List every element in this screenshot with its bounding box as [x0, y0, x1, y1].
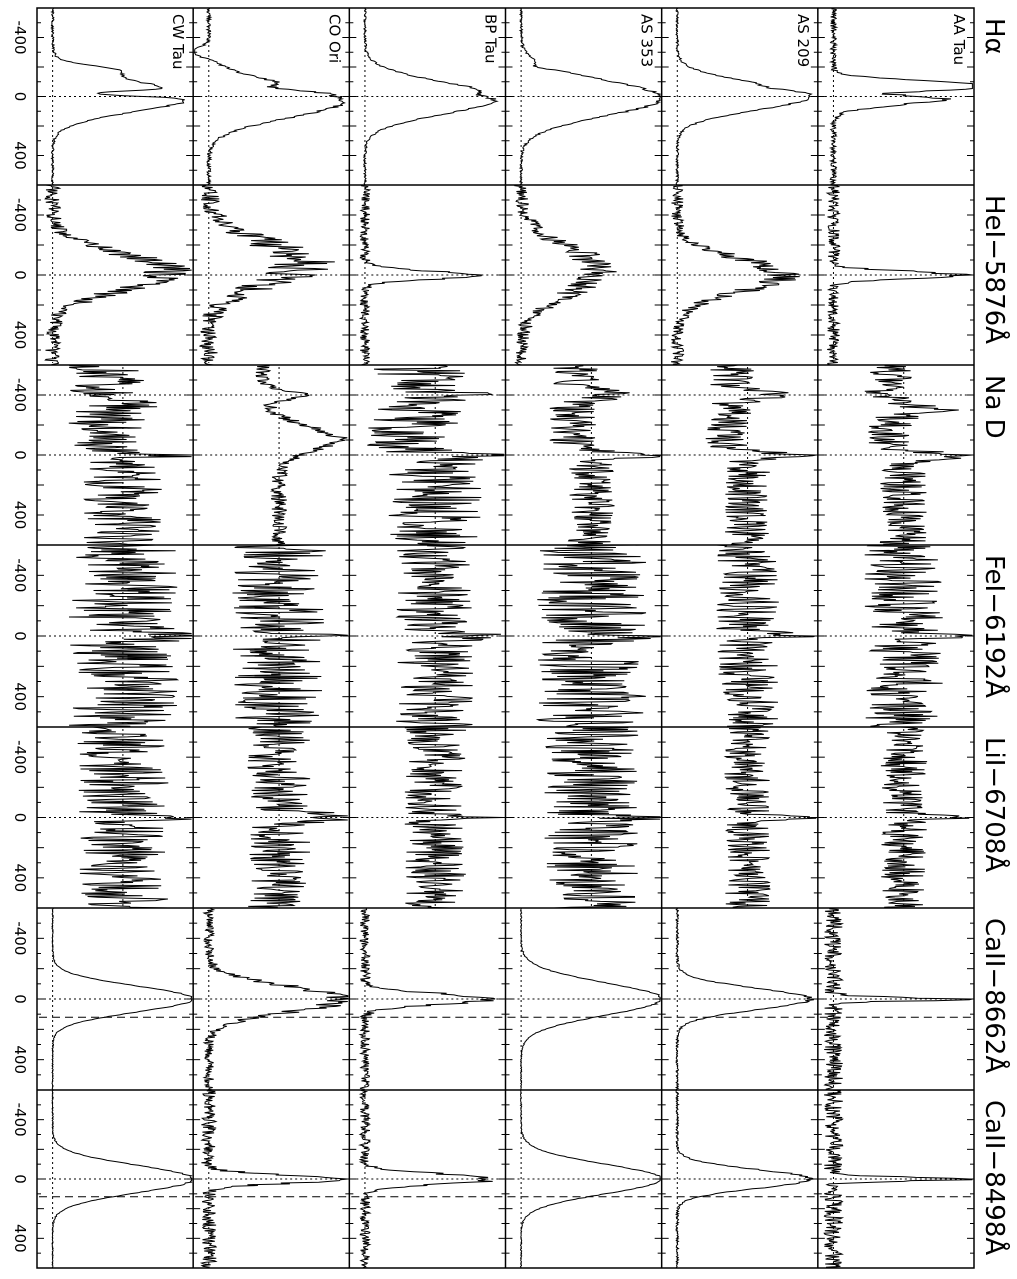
spectral-line-label: CaII−8498Å [979, 1100, 1011, 1255]
velocity-tick-label: 0 [11, 270, 29, 280]
line-profile-as-209 [723, 726, 817, 909]
velocity-tick-label: 0 [11, 813, 29, 823]
line-profile-bp-tau [358, 1089, 493, 1269]
line-profile-as-209 [674, 907, 814, 1091]
velocity-tick-label: 400 [11, 1224, 29, 1253]
line-profile-as-353 [519, 907, 661, 1091]
line-profile-cw-tau [77, 726, 192, 909]
line-profile-co-ori [247, 726, 348, 909]
line-profile-as-209 [705, 364, 817, 546]
velocity-tick-label: 0 [11, 1174, 29, 1184]
spectral-line-label: FeI−6192Å [979, 555, 1011, 698]
velocity-tick-label: 400 [11, 1045, 29, 1074]
velocity-tick-label: 0 [11, 994, 29, 1004]
spectral-line-label: Na D [979, 375, 1009, 439]
line-profile-co-ori [202, 907, 349, 1091]
velocity-tick-label: 400 [11, 682, 29, 711]
star-label: CW Tau [169, 14, 187, 69]
velocity-tick-label: 0 [11, 92, 29, 102]
velocity-tick-label: -400 [11, 921, 29, 955]
line-profile-cw-tau [51, 1089, 193, 1269]
line-profile-bp-tau [367, 364, 504, 546]
line-profile-aa-tau [864, 544, 973, 728]
line-profile-aa-tau [823, 907, 973, 1091]
velocity-tick-label: 0 [11, 631, 29, 641]
line-profile-as-209 [674, 1089, 816, 1269]
line-profile-aa-tau [828, 7, 973, 186]
velocity-tick-label: 0 [11, 450, 29, 460]
line-profile-bp-tau [362, 7, 499, 186]
velocity-tick-label: 400 [11, 864, 29, 893]
line-profile-co-ori [232, 544, 348, 728]
line-profile-cw-tau [68, 544, 193, 728]
line-profile-as-353 [549, 364, 661, 546]
velocity-tick-label: 400 [11, 501, 29, 530]
velocity-tick-label: -400 [11, 20, 29, 54]
line-profile-co-ori [199, 1089, 348, 1269]
line-profile-as-353 [518, 7, 662, 186]
velocity-tick-label: 400 [11, 321, 29, 350]
velocity-tick-label: -400 [11, 1103, 29, 1137]
line-profile-as-353 [519, 1089, 661, 1269]
line-profile-aa-tau [825, 184, 973, 366]
velocity-tick-label: -400 [11, 740, 29, 774]
line-profile-co-ori [255, 364, 348, 546]
star-label: AS 353 [638, 14, 656, 67]
line-profile-cw-tau [51, 907, 193, 1091]
star-label: AS 209 [794, 14, 812, 67]
velocity-tick-label: -400 [11, 558, 29, 592]
line-profile-bp-tau [358, 907, 496, 1091]
line-profile-as-209 [674, 7, 813, 186]
line-profile-co-ori [194, 7, 346, 186]
line-profile-cw-tau [44, 184, 192, 366]
velocity-tick-label: 400 [11, 141, 29, 170]
velocity-tick-label: -400 [11, 378, 29, 412]
line-profile-aa-tau [880, 726, 970, 909]
velocity-tick-label: -400 [11, 198, 29, 232]
line-profile-bp-tau [358, 184, 483, 366]
spectral-line-label: HeI−5876Å [979, 195, 1011, 344]
line-profile-cw-tau [68, 364, 192, 546]
star-label: CO Ori [325, 14, 343, 63]
line-profile-bp-tau [404, 726, 504, 909]
line-profile-as-353 [535, 544, 661, 728]
star-label: BP Tau [482, 14, 500, 63]
line-profile-aa-tau [864, 364, 973, 546]
line-profile-as-353 [513, 184, 617, 366]
spectral-line-label: CaII−8662Å [979, 918, 1011, 1073]
line-profile-as-353 [544, 726, 661, 909]
star-label: AA Tau [950, 14, 968, 65]
spectral-line-label: LiI−6708Å [979, 737, 1011, 872]
line-profile-as-209 [670, 184, 800, 366]
line-profile-bp-tau [395, 544, 502, 728]
spectral-line-label: Hα [979, 18, 1009, 55]
line-profile-aa-tau [823, 1089, 973, 1269]
line-profile-as-209 [716, 544, 816, 728]
line-profile-cw-tau [50, 7, 185, 186]
line-profile-co-ori [199, 184, 335, 366]
